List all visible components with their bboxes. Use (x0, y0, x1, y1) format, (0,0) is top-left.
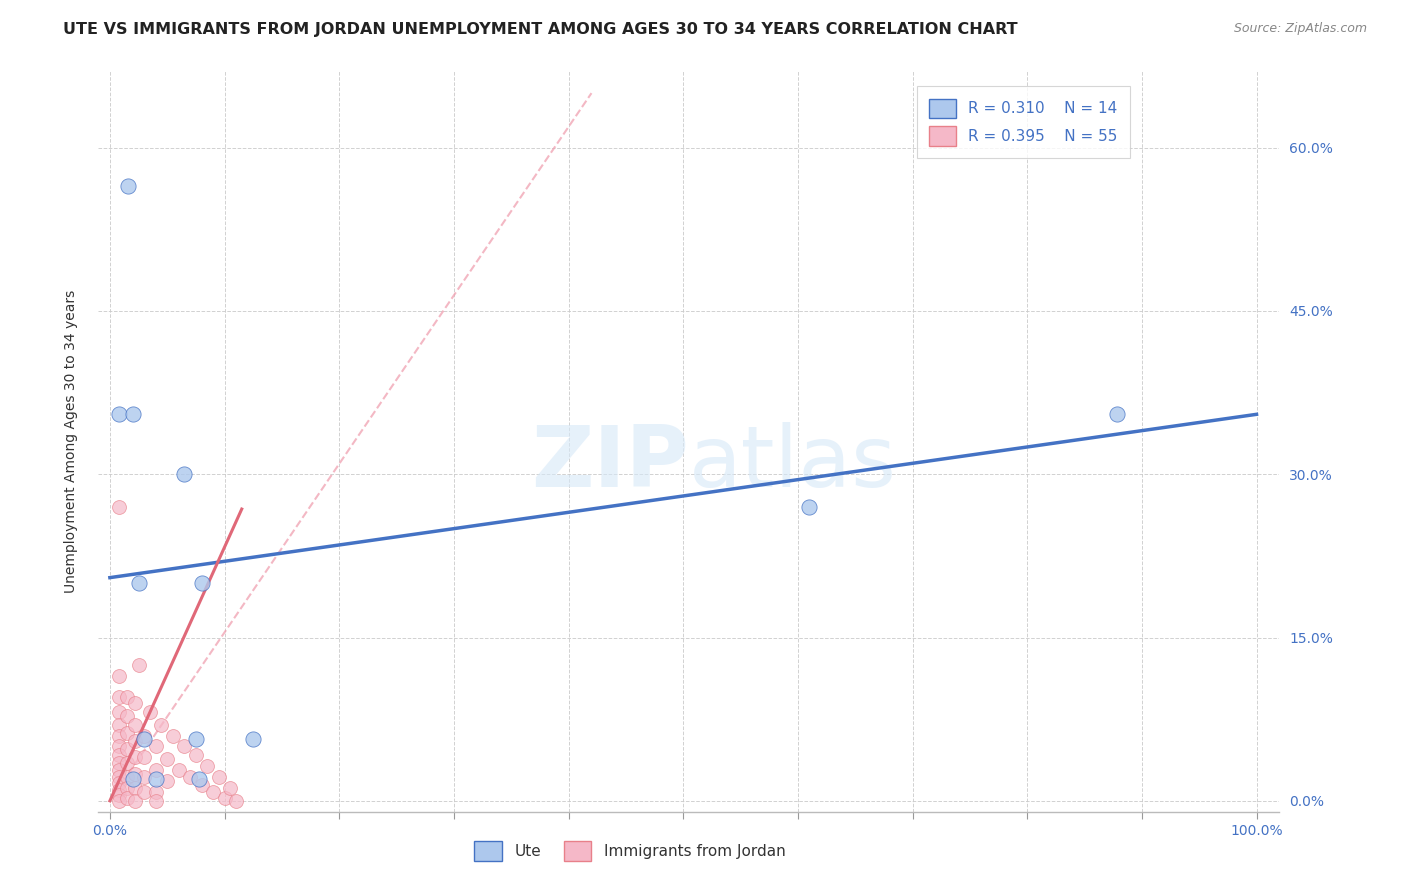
Point (242, 731, 264, 746)
Point (190, 576, 212, 591)
Point (108, 770, 131, 784)
Point (162, 729, 184, 743)
Point (799, 500, 821, 514)
Point (108, 748, 131, 763)
Point (115, 770, 138, 784)
Point (173, 467, 195, 482)
Point (121, 407, 143, 421)
Point (108, 668, 131, 682)
Legend: Ute, Immigrants from Jordan: Ute, Immigrants from Jordan (468, 835, 792, 867)
Point (184, 731, 207, 746)
Point (214, 790, 236, 805)
Point (124, 794, 146, 808)
Point (115, 741, 138, 756)
Point (202, 785, 225, 799)
Point (115, 780, 138, 795)
Point (195, 759, 218, 773)
Point (115, 709, 138, 723)
Point (225, 794, 247, 808)
Point (124, 717, 146, 731)
Point (108, 783, 131, 797)
Point (145, 785, 167, 799)
Point (139, 705, 162, 719)
Point (1105, 407, 1128, 421)
Point (108, 739, 131, 754)
Point (108, 756, 131, 770)
Point (134, 750, 156, 764)
Point (108, 717, 131, 731)
Point (179, 770, 201, 784)
Point (128, 657, 150, 672)
Point (115, 726, 138, 740)
Point (115, 790, 138, 805)
Point (145, 772, 167, 786)
Point (124, 766, 146, 780)
Point (108, 794, 131, 808)
Point (173, 739, 195, 754)
Point (145, 794, 167, 808)
Point (124, 696, 146, 710)
Text: Source: ZipAtlas.com: Source: ZipAtlas.com (1233, 22, 1367, 36)
Point (167, 764, 190, 778)
Point (108, 705, 131, 719)
Y-axis label: Unemployment Among Ages 30 to 34 years: Unemployment Among Ages 30 to 34 years (63, 290, 77, 593)
Point (121, 772, 143, 786)
Point (219, 780, 242, 795)
Text: atlas: atlas (689, 422, 897, 505)
Point (108, 729, 131, 743)
Point (188, 772, 211, 786)
Text: ZIP: ZIP (531, 422, 689, 505)
Point (208, 770, 231, 784)
Point (156, 752, 179, 766)
Point (145, 739, 167, 754)
Point (108, 407, 131, 421)
Point (124, 734, 146, 748)
Point (108, 789, 131, 803)
Point (134, 785, 156, 799)
Point (184, 748, 207, 763)
Point (134, 731, 156, 746)
Point (190, 777, 212, 791)
Point (108, 776, 131, 790)
Text: UTE VS IMMIGRANTS FROM JORDAN UNEMPLOYMENT AMONG AGES 30 TO 34 YEARS CORRELATION: UTE VS IMMIGRANTS FROM JORDAN UNEMPLOYME… (63, 22, 1018, 37)
Point (150, 717, 173, 731)
Point (115, 756, 138, 770)
Point (117, 178, 139, 193)
Point (156, 774, 179, 789)
Point (115, 690, 138, 705)
Point (108, 500, 131, 514)
Point (124, 780, 146, 795)
Point (134, 729, 156, 743)
Point (128, 576, 150, 591)
Point (124, 750, 146, 764)
Point (145, 764, 167, 778)
Point (134, 770, 156, 784)
Point (108, 764, 131, 778)
Point (108, 690, 131, 705)
